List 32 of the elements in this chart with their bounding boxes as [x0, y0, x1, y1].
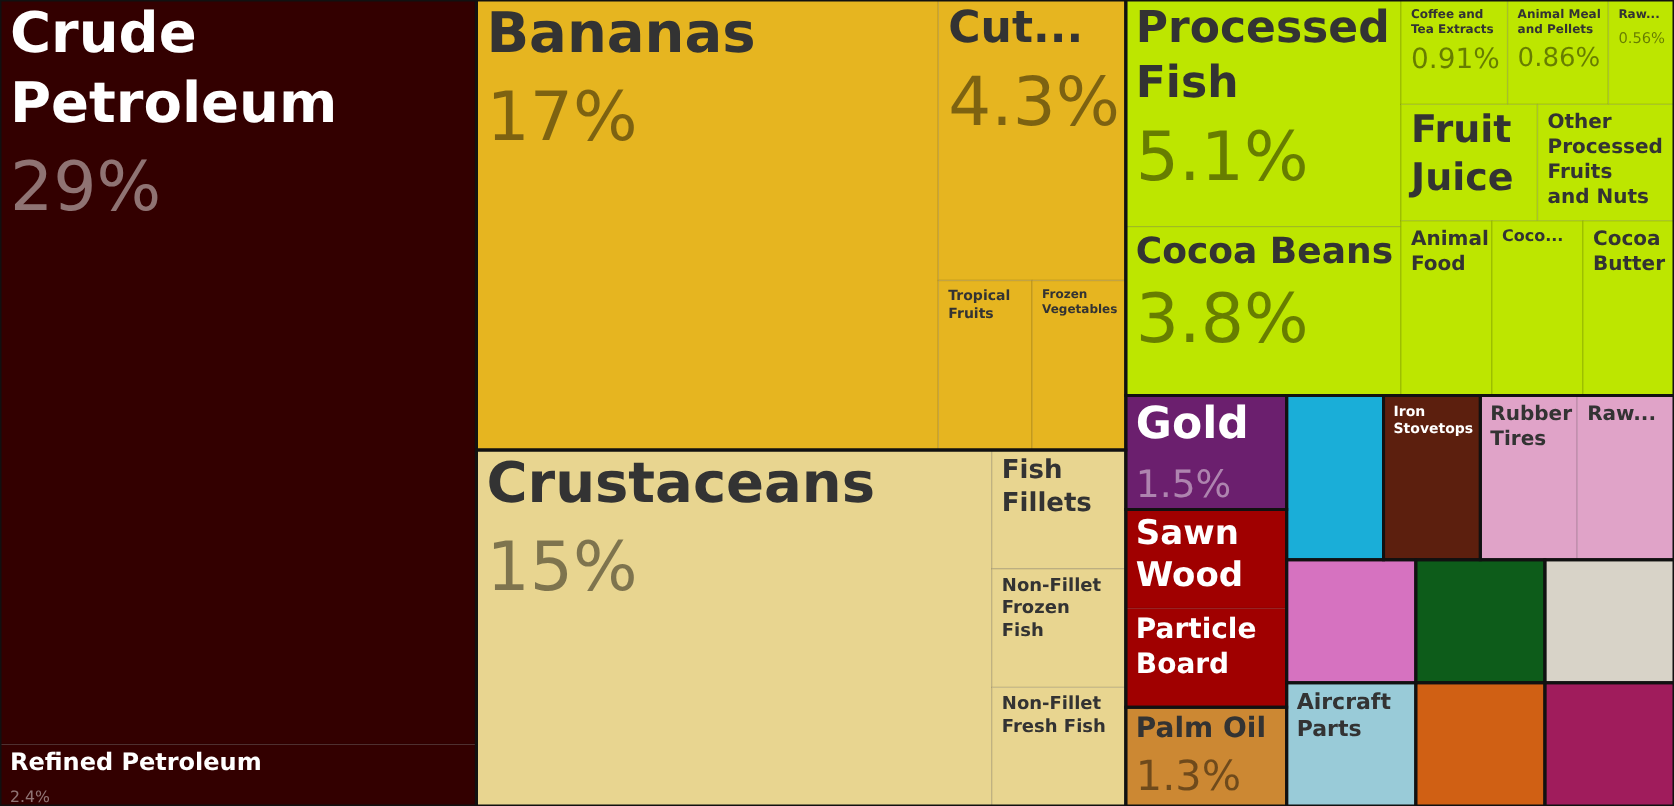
data-label: 4.3% — [948, 63, 1120, 141]
category-label: Crude Petroleum — [10, 0, 338, 136]
data-label: 3.8% — [1135, 279, 1309, 360]
category-label: Raw... — [1587, 403, 1657, 426]
data-label: 1.3% — [1135, 752, 1242, 801]
category-label: Other Processed Fruits and Nuts — [1547, 112, 1663, 210]
category-label: Gold — [1135, 399, 1249, 450]
category-label: Processed Fish — [1135, 4, 1390, 109]
category-label: Palm Oil — [1135, 713, 1266, 746]
category-label: Crustaceans — [486, 450, 876, 517]
data-label: 5.1% — [1135, 118, 1309, 198]
data-label: 15% — [486, 528, 638, 609]
category-label: Particle Board — [1135, 614, 1257, 682]
category-label: Bananas — [486, 0, 756, 66]
category-label: Non-Fillet Fresh Fish — [1001, 695, 1106, 738]
data-label: 1.5% — [1135, 464, 1232, 507]
category-label: Aircraft Parts — [1296, 688, 1391, 743]
category-label: Fish Fillets — [1001, 456, 1093, 519]
category-label: Sawn Wood — [1135, 513, 1244, 597]
category-label: Animal Food — [1410, 228, 1489, 276]
category-label: Fruit Juice — [1406, 108, 1514, 200]
category-label: Coco... — [1501, 226, 1564, 245]
category-label: Rubber Tires — [1490, 403, 1573, 451]
category-label: Cocoa Butter — [1593, 228, 1666, 276]
category-label: Refined Petroleum — [10, 748, 262, 777]
category-label: Cocoa Beans — [1135, 230, 1394, 273]
data-label: 17% — [486, 78, 638, 158]
category-label: Non-Fillet Frozen Fish — [1001, 576, 1103, 642]
data-label: 0.86% — [1517, 44, 1601, 74]
data-label: 0.91% — [1410, 44, 1500, 76]
data-label: 29% — [10, 148, 162, 228]
category-label: Cut... — [948, 4, 1084, 54]
